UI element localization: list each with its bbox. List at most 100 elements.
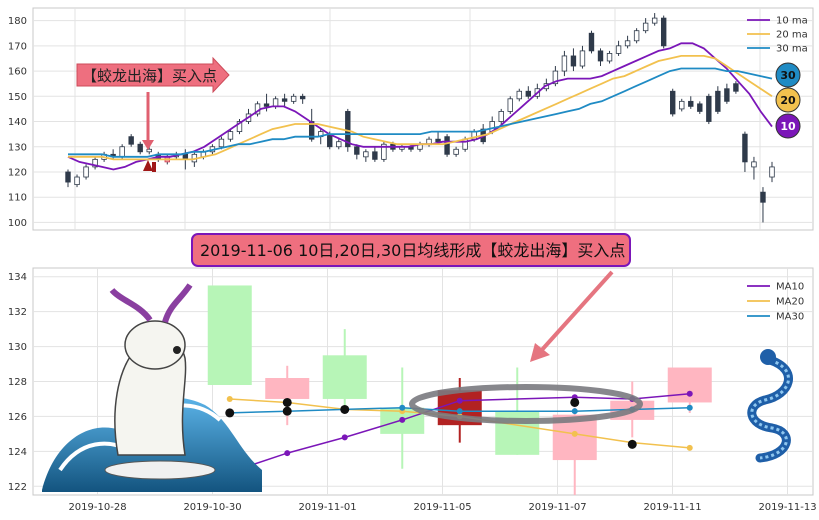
top-candle-body	[137, 143, 143, 153]
top-grid	[33, 8, 813, 230]
top-candle-body	[688, 100, 694, 107]
bottom-x-axis: 2019-10-28 2019-10-30 2019-11-01 2019-11-05…	[68, 502, 816, 513]
badge-30	[775, 62, 801, 88]
top-ma-line-30ma	[68, 67, 773, 158]
top-y-tick-label: 160	[8, 67, 27, 78]
banner-pointer-arrow	[530, 270, 614, 362]
top-candle-body	[83, 166, 89, 178]
bottom-ma-point	[686, 390, 693, 397]
bottom-cross-marker	[225, 408, 235, 418]
top-candle-body	[561, 55, 568, 72]
bottom-y-tick-label: 128	[8, 377, 27, 388]
top-candle-body	[128, 136, 134, 145]
bottom-ma-point	[341, 434, 348, 441]
top-legend-label: 10 ma	[776, 16, 808, 27]
top-y-tick-label: 110	[8, 193, 27, 204]
top-candle-body	[670, 90, 676, 115]
top-candle-body	[769, 166, 775, 178]
top-candle-body	[227, 131, 234, 140]
badge-30-label: 30	[780, 69, 796, 82]
top-y-tick-label: 170	[8, 41, 27, 52]
top-candle-body	[579, 50, 586, 67]
pointer-arrow-head	[530, 343, 550, 362]
top-candle-body	[697, 103, 703, 112]
top-candle-body	[552, 70, 559, 85]
bottom-x-tick-label: 2019-11-13	[758, 502, 816, 513]
bottom-legend-label: MA20	[776, 297, 804, 308]
bottom-ma-point	[686, 444, 693, 451]
bottom-y-tick-label: 134	[8, 272, 27, 283]
top-legend: 10 ma 20 ma 30 ma	[747, 16, 808, 55]
dragon-horns	[109, 283, 193, 323]
top-plot-area	[32, 7, 814, 231]
top-ma-line-20ma	[68, 55, 773, 161]
top-candle-body	[570, 55, 577, 67]
top-candle-body	[706, 95, 712, 122]
bottom-candle-body	[322, 355, 367, 399]
top-candle-body	[615, 45, 622, 54]
top-y-tick-label: 100	[8, 218, 27, 229]
top-legend-label: 20 ma	[776, 30, 808, 41]
top-candle-body	[372, 151, 378, 160]
top-candle-body	[588, 32, 595, 52]
bottom-ma-point	[571, 408, 578, 415]
top-candle-body	[444, 136, 450, 155]
bottom-y-axis: 122 124 126 128 130 132 134	[8, 272, 27, 493]
top-candle-body	[281, 98, 288, 102]
bottom-cross-marker	[627, 439, 637, 449]
top-callout: 【蛟龙出海】买入点	[76, 56, 230, 172]
top-candle-body	[146, 148, 152, 153]
top-candle-body	[633, 30, 640, 42]
top-candle-body	[507, 98, 513, 112]
top-candle-body	[624, 40, 631, 47]
top-ma-lines	[67, 42, 773, 171]
top-y-axis: 100 110 120 130 140 150 160 170 180	[8, 16, 27, 229]
banner-label: 2019-11-06 10日,20日,30日均线形成【蛟龙出海】买入点	[200, 241, 625, 260]
bottom-ma-point	[456, 397, 463, 404]
top-candle-body	[363, 151, 369, 158]
bottom-legend-label: MA30	[776, 312, 804, 323]
bottom-candle-body	[265, 378, 310, 399]
bottom-legend-label: MA10	[776, 282, 804, 293]
top-candle-body	[119, 146, 125, 158]
bottom-ma-point	[399, 404, 406, 411]
bottom-ma-point	[284, 450, 291, 457]
callout-arrow-box	[76, 56, 230, 94]
top-y-tick-label: 140	[8, 117, 27, 128]
bottom-ma-point	[686, 404, 693, 411]
dragon-illustration	[747, 349, 793, 463]
badges: 30 20 10	[775, 62, 801, 139]
top-candle-body	[733, 83, 739, 92]
dragon-scales	[750, 358, 790, 460]
bottom-ma-point	[226, 395, 233, 402]
top-candle-body	[299, 95, 306, 100]
bottom-x-tick-label: 2019-10-30	[183, 502, 241, 513]
top-y-tick-label: 180	[8, 16, 27, 27]
top-candle-body	[354, 146, 360, 155]
bottom-legend: MA10 MA20 MA30	[747, 282, 804, 323]
buy-marker-arrow	[143, 160, 153, 171]
bottom-x-tick-label: 2019-11-11	[643, 502, 701, 513]
top-candle-body	[606, 53, 613, 62]
top-candle-body	[290, 95, 297, 102]
top-candle-body	[724, 88, 730, 102]
banner-box	[191, 233, 631, 267]
bottom-markers	[225, 397, 637, 449]
bottom-ma-point	[399, 416, 406, 423]
bottom-x-tick-label: 2019-11-01	[298, 502, 356, 513]
bottom-candle-body	[207, 285, 252, 385]
bottom-cross-marker	[282, 406, 292, 416]
bottom-y-tick-label: 132	[8, 307, 27, 318]
top-candle-body	[435, 138, 441, 143]
bottom-cross-marker	[570, 397, 580, 407]
surfboard	[104, 460, 216, 480]
top-candle-body	[74, 176, 80, 185]
top-candle-body	[742, 133, 748, 163]
pointer-arrow-shaft	[538, 270, 614, 354]
bottom-cross-marker	[340, 404, 350, 414]
callout-pointer-head	[142, 140, 154, 150]
badge-10	[775, 113, 801, 139]
